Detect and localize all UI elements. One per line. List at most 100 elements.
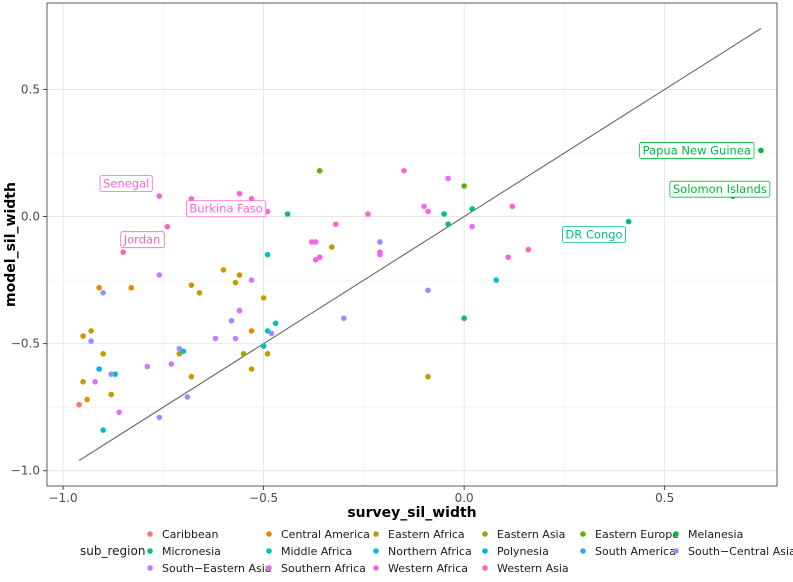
point-label-box bbox=[99, 175, 153, 193]
legend-key bbox=[673, 531, 679, 537]
legend-key bbox=[580, 548, 586, 554]
data-point bbox=[176, 345, 183, 352]
data-point bbox=[84, 396, 90, 403]
grid bbox=[47, 3, 777, 486]
data-point bbox=[260, 343, 267, 349]
y-axis-title: model_sil_width bbox=[3, 182, 19, 307]
legend-key bbox=[373, 565, 379, 571]
legend-key bbox=[373, 548, 379, 554]
data-point bbox=[312, 256, 319, 263]
data-point bbox=[176, 351, 183, 357]
point-label-box bbox=[185, 200, 267, 218]
data-point bbox=[509, 203, 516, 210]
x-tick-label: −1.0 bbox=[48, 491, 77, 505]
data-point bbox=[525, 246, 532, 253]
legend-key bbox=[580, 531, 586, 537]
data-point bbox=[188, 195, 195, 202]
data-point bbox=[493, 277, 500, 283]
data-point bbox=[100, 427, 106, 433]
data-point bbox=[469, 223, 475, 230]
data-point bbox=[188, 282, 195, 288]
legend-key bbox=[482, 565, 488, 571]
y-tick-label: 0.0 bbox=[21, 210, 40, 224]
legend-label: Southern Africa bbox=[281, 562, 366, 575]
data-point bbox=[220, 267, 227, 273]
legend-label: Polynesia bbox=[497, 545, 549, 558]
panel-border bbox=[46, 2, 778, 487]
data-point bbox=[505, 254, 512, 261]
data-point bbox=[625, 218, 632, 225]
data-point bbox=[264, 328, 271, 334]
data-point bbox=[425, 287, 431, 294]
legend-key bbox=[147, 565, 153, 571]
data-point bbox=[284, 211, 291, 217]
data-point bbox=[264, 208, 271, 215]
point-label-box bbox=[639, 142, 755, 159]
data-point bbox=[108, 371, 114, 377]
data-point bbox=[248, 277, 255, 283]
data-point bbox=[248, 366, 255, 372]
point-labels: Senegal Burkina Faso Jordan Papua New Guine… bbox=[99, 142, 771, 249]
data-point bbox=[425, 208, 431, 215]
legend-key bbox=[673, 548, 679, 554]
legend-label: Melanesia bbox=[688, 528, 743, 541]
data-point bbox=[236, 190, 243, 197]
legend-key bbox=[482, 531, 488, 537]
data-point bbox=[88, 338, 94, 344]
legend-key bbox=[266, 531, 272, 537]
data-point bbox=[80, 378, 86, 385]
data-point bbox=[128, 284, 135, 291]
data-point bbox=[248, 195, 255, 202]
legend-title: sub_region bbox=[80, 544, 145, 558]
point-label-text: Papua New Guinea bbox=[643, 143, 751, 157]
data-point bbox=[248, 328, 255, 334]
data-point bbox=[377, 249, 383, 255]
data-point bbox=[316, 254, 323, 261]
data-point bbox=[164, 223, 171, 230]
data-point bbox=[236, 272, 243, 278]
data-point bbox=[232, 279, 239, 286]
legend-key bbox=[266, 548, 272, 554]
data-point bbox=[168, 361, 175, 367]
data-point bbox=[156, 193, 163, 199]
data-point bbox=[469, 206, 475, 212]
point-label: DR Congo bbox=[561, 226, 626, 244]
data-point bbox=[461, 315, 467, 322]
data-point bbox=[116, 409, 122, 416]
axis-ticks: −1.0 −0.5 0.0 0.5 −1.0 −0.5 0.0 0.5 bbox=[11, 82, 674, 505]
data-point bbox=[120, 249, 127, 255]
data-point bbox=[445, 221, 451, 227]
data-point bbox=[401, 167, 407, 174]
data-point bbox=[272, 320, 279, 327]
y-tick-label: 0.5 bbox=[21, 82, 40, 96]
legend-label: Northern Africa bbox=[388, 545, 472, 558]
data-point bbox=[328, 244, 335, 250]
data-point bbox=[332, 221, 339, 227]
legend-label: Micronesia bbox=[162, 545, 221, 558]
data-point bbox=[96, 284, 102, 291]
legend-key bbox=[147, 531, 153, 537]
legend-key bbox=[266, 565, 272, 571]
x-tick-label: 0.0 bbox=[455, 491, 474, 505]
data-point bbox=[441, 211, 447, 217]
data-point bbox=[88, 328, 94, 334]
data-point bbox=[316, 167, 323, 174]
data-point bbox=[156, 272, 163, 278]
data-point bbox=[264, 351, 271, 357]
data-point bbox=[365, 211, 371, 217]
data-point bbox=[264, 251, 271, 258]
point-label-box bbox=[561, 226, 626, 244]
point-label: Papua New Guinea bbox=[639, 142, 755, 159]
data-point bbox=[341, 315, 347, 322]
data-point bbox=[108, 391, 114, 398]
data-point bbox=[156, 414, 163, 421]
legend-label: Caribbean bbox=[162, 528, 218, 541]
point-label-text: Burkina Faso bbox=[189, 202, 262, 216]
data-point bbox=[80, 333, 86, 339]
point-label-text: Jordan bbox=[123, 233, 161, 247]
x-tick-label: 0.5 bbox=[655, 491, 674, 505]
data-point bbox=[312, 239, 319, 245]
data-point bbox=[421, 203, 427, 210]
legend-key bbox=[373, 531, 379, 537]
